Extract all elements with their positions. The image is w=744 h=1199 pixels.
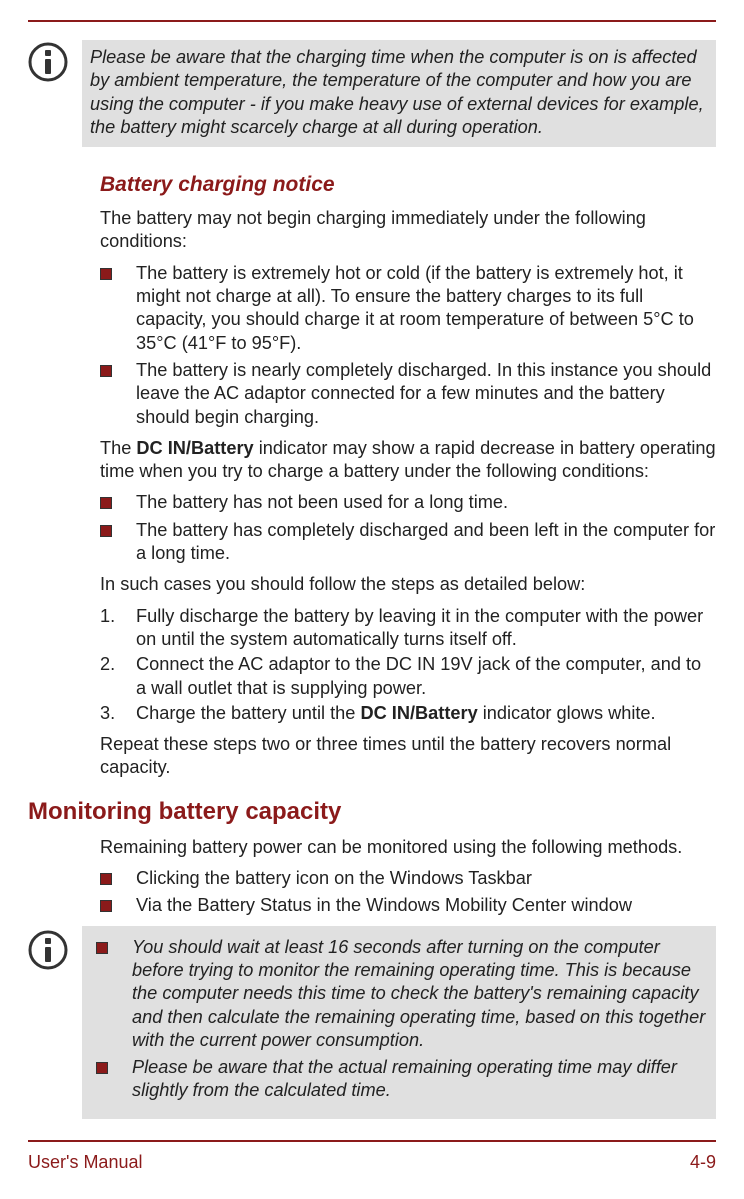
info-icon	[28, 42, 68, 82]
top-info-box: Please be aware that the charging time w…	[28, 40, 716, 147]
monitor-body: Remaining battery power can be monitored…	[100, 836, 716, 918]
footer-row: User's Manual 4-9	[28, 1152, 716, 1173]
monitor-intro: Remaining battery power can be monitored…	[100, 836, 716, 859]
notice-intro: The battery may not begin charging immed…	[100, 207, 716, 254]
text: indicator glows white.	[478, 703, 656, 723]
list-item: Charge the battery until the DC IN/Batte…	[100, 702, 716, 725]
top-rule	[28, 20, 716, 22]
bold-text: DC IN/Battery	[360, 703, 477, 723]
monitor-info-box: You should wait at least 16 seconds afte…	[28, 926, 716, 1119]
bold-text: DC IN/Battery	[136, 438, 253, 458]
notice-para-2: The DC IN/Battery indicator may show a r…	[100, 437, 716, 484]
monitor-heading: Monitoring battery capacity	[28, 798, 716, 826]
notice-para-3: In such cases you should follow the step…	[100, 573, 716, 596]
text: Charge the battery until the	[136, 703, 360, 723]
notice-heading: Battery charging notice	[100, 173, 716, 197]
footer-rule	[28, 1140, 716, 1142]
notice-bullets-2: The battery has not been used for a long…	[100, 491, 716, 565]
content-area: Please be aware that the charging time w…	[0, 40, 744, 1119]
footer-right: 4-9	[690, 1152, 716, 1173]
info-icon	[28, 930, 68, 975]
page: Please be aware that the charging time w…	[0, 20, 744, 1199]
list-item: Connect the AC adaptor to the DC IN 19V …	[100, 653, 716, 700]
list-item: Please be aware that the actual remainin…	[90, 1056, 708, 1103]
monitor-note-gray: You should wait at least 16 seconds afte…	[82, 926, 716, 1119]
list-item: The battery has not been used for a long…	[100, 491, 716, 514]
notice-body: The battery may not begin charging immed…	[100, 207, 716, 780]
list-item: You should wait at least 16 seconds afte…	[90, 936, 708, 1052]
notice-bullets-1: The battery is extremely hot or cold (if…	[100, 262, 716, 429]
footer: User's Manual 4-9	[28, 1140, 716, 1173]
notice-para-4: Repeat these steps two or three times un…	[100, 733, 716, 780]
text: The	[100, 438, 136, 458]
top-info-text: Please be aware that the charging time w…	[82, 40, 716, 147]
footer-left: User's Manual	[28, 1152, 142, 1173]
list-item: Fully discharge the battery by leaving i…	[100, 605, 716, 652]
list-item: The battery has completely discharged an…	[100, 519, 716, 566]
monitor-bullets: Clicking the battery icon on the Windows…	[100, 867, 716, 918]
list-item: Via the Battery Status in the Windows Mo…	[100, 894, 716, 917]
list-item: Clicking the battery icon on the Windows…	[100, 867, 716, 890]
monitor-note-bullets: You should wait at least 16 seconds afte…	[90, 936, 708, 1103]
notice-steps: Fully discharge the battery by leaving i…	[100, 605, 716, 725]
list-item: The battery is extremely hot or cold (if…	[100, 262, 716, 355]
list-item: The battery is nearly completely dischar…	[100, 359, 716, 429]
